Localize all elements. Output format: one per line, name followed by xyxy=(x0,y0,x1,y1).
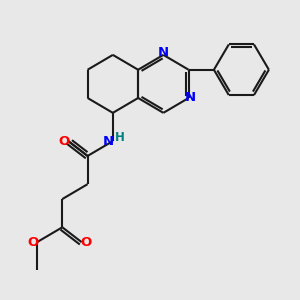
Text: N: N xyxy=(158,46,169,59)
Text: H: H xyxy=(115,131,125,144)
Text: N: N xyxy=(103,135,114,148)
Text: N: N xyxy=(185,92,196,104)
Text: O: O xyxy=(58,135,69,148)
Text: O: O xyxy=(80,236,92,249)
Text: O: O xyxy=(27,236,38,249)
